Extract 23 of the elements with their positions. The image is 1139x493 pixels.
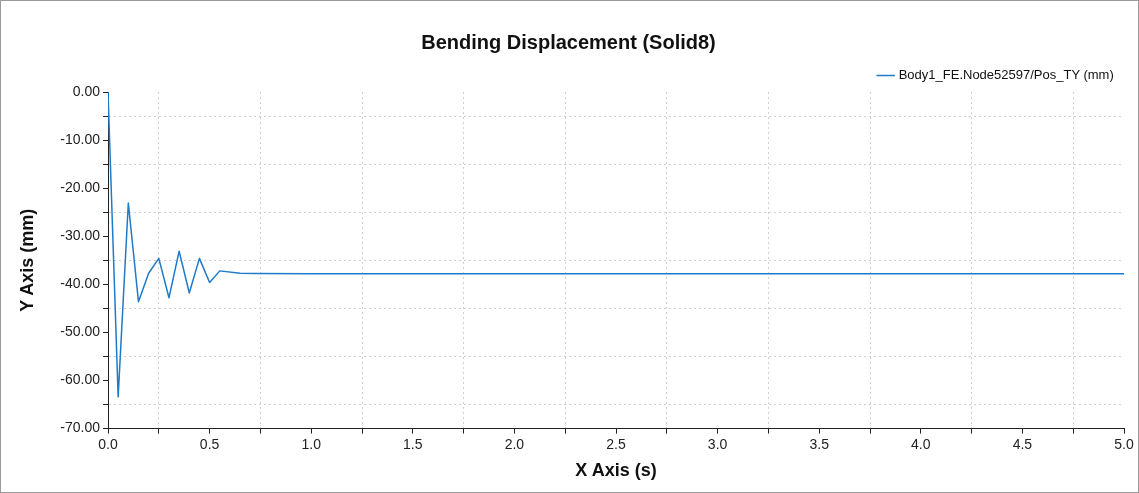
x-tick-label: 0.0 (98, 435, 118, 452)
y-tick-label: -70.00 (60, 419, 101, 436)
y-tick-label: -30.00 (60, 227, 101, 244)
y-tick-label: -50.00 (60, 323, 101, 340)
x-axis-title: X Axis (s) (575, 460, 657, 481)
x-tick-label: 3.5 (809, 435, 830, 452)
legend-label: Body1_FE.Node52597/Pos_TY (mm) (898, 67, 1114, 83)
x-tick-label: 2.0 (504, 435, 525, 452)
x-tick-label: 0.5 (199, 435, 220, 452)
y-tick-label: -40.00 (60, 275, 101, 292)
x-tick-label: 3.0 (707, 435, 728, 452)
x-tick-label: 1.5 (403, 435, 423, 452)
x-tick-label: 5.0 (1114, 435, 1134, 452)
y-axis-title: Y Axis (mm) (16, 208, 37, 312)
y-tick-label: -60.00 (60, 371, 101, 388)
y-tick-label: 0.00 (72, 82, 101, 99)
x-tick-label: 2.5 (606, 435, 626, 452)
x-tick-label: 1.0 (301, 435, 322, 452)
x-tick-label: 4.0 (911, 435, 931, 452)
chart-title: Bending Displacement (Solid8) (421, 30, 716, 53)
y-tick-label: -10.00 (60, 130, 101, 147)
y-tick-label: -20.00 (60, 179, 101, 196)
x-tick-label: 4.5 (1012, 435, 1033, 452)
